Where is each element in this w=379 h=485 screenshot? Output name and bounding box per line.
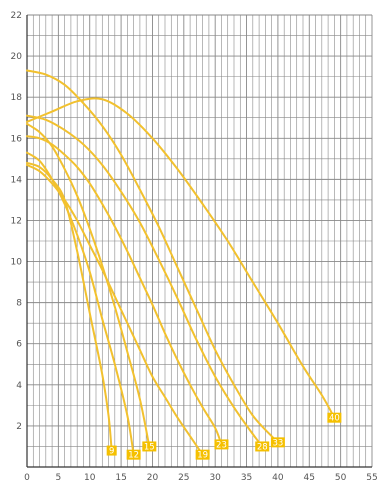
series-label-33: 33 [272, 438, 283, 448]
y-tick-label: 14 [11, 175, 23, 185]
x-tick-label: 40 [272, 473, 284, 483]
series-label-23: 23 [216, 440, 227, 450]
curve-labels: 9 12 15 19 23 28 33 40 [107, 413, 342, 461]
y-tick-label: 4 [16, 381, 22, 391]
x-tick-label: 0 [24, 473, 30, 483]
x-tick-label: 45 [304, 473, 315, 483]
y-tick-label: 6 [16, 340, 22, 350]
series-label-9: 9 [109, 447, 114, 457]
tick-labels: 0 5 10 15 20 25 30 35 40 45 50 55 2 4 6 8 10 12 14 16 18 20 22 [11, 11, 378, 483]
y-tick-label: 2 [16, 422, 22, 432]
series-label-12: 12 [128, 451, 139, 461]
x-tick-label: 50 [335, 473, 347, 483]
y-tick-label: 12 [11, 216, 22, 226]
x-tick-label: 30 [209, 473, 221, 483]
series-line-40 [27, 98, 334, 417]
y-tick-label: 8 [16, 299, 22, 309]
series-label-19: 19 [197, 451, 208, 461]
x-tick-label: 35 [241, 473, 252, 483]
x-tick-label: 25 [178, 473, 189, 483]
series-label-28: 28 [257, 442, 268, 452]
series-label-40: 40 [329, 414, 340, 424]
y-tick-label: 10 [11, 258, 23, 268]
y-tick-label: 22 [11, 11, 22, 21]
y-tick-label: 18 [11, 93, 23, 103]
x-tick-label: 5 [55, 473, 61, 483]
y-tick-label: 20 [11, 52, 23, 62]
x-tick-label: 15 [115, 473, 126, 483]
x-tick-label: 20 [147, 473, 159, 483]
x-tick-label: 55 [366, 473, 377, 483]
x-tick-label: 10 [84, 473, 96, 483]
series-label-15: 15 [144, 442, 155, 452]
curves [27, 70, 334, 454]
y-tick-label: 16 [11, 134, 23, 144]
